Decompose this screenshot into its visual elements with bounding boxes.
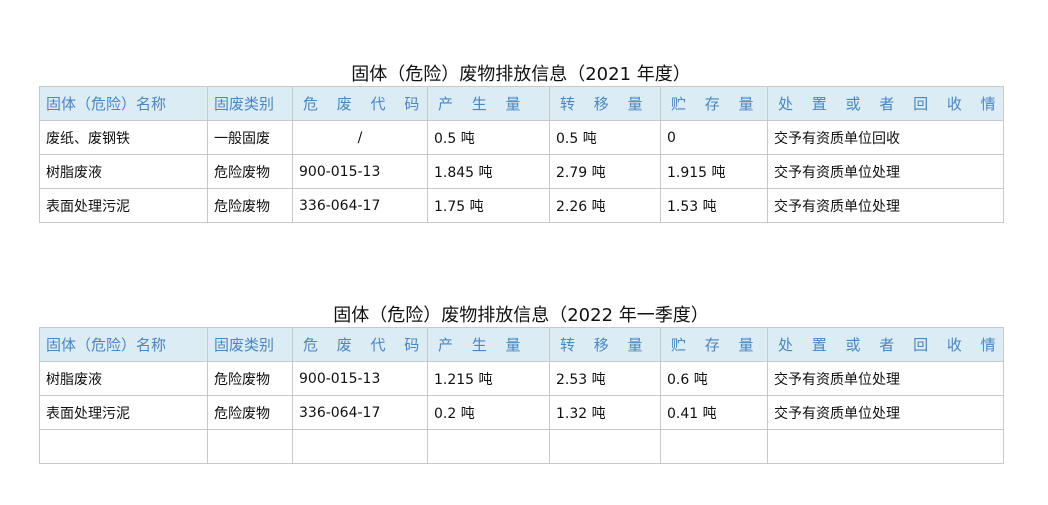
cell-stored: 0.6 吨 bbox=[660, 361, 768, 396]
cell-disposal: 交予有资质单位处理 bbox=[767, 188, 1004, 223]
header-generated: 产 生 量 bbox=[427, 86, 550, 121]
table-row: 树脂废液 危险废物 900-015-13 1.215 吨 2.53 吨 0.6 吨交予有资… bbox=[39, 361, 1004, 396]
cell-generated: 0.5 吨 bbox=[427, 120, 550, 155]
header-stored: 贮 存 量 bbox=[660, 86, 768, 121]
cell-code: 900-015-13 bbox=[292, 361, 428, 396]
cell-transferred: 2.79 吨 bbox=[549, 154, 661, 189]
header-disposal: 处 置 或 者 回 收 情 况 bbox=[767, 86, 1004, 121]
header-generated: 产 生 量 bbox=[427, 327, 550, 362]
table-row: 表面处理污泥 危险废物 336-064-17 1.75 吨 2.26 吨 1.53 吨交予… bbox=[39, 188, 1004, 223]
cell-code bbox=[292, 429, 428, 464]
table-row: 表面处理污泥 危险废物 336-064-17 0.2 吨 1.32 吨 0.41 吨交予有… bbox=[39, 395, 1004, 430]
cell-name: 树脂废液 bbox=[39, 154, 208, 189]
cell-transferred: 0.5 吨 bbox=[549, 120, 661, 155]
cell-disposal: 交予有资质单位处理 bbox=[767, 361, 1004, 396]
cell-transferred: 2.53 吨 bbox=[549, 361, 661, 396]
header-name: 固体（危险）名称 bbox=[39, 327, 208, 362]
waste-table-2022q1: 固体（危险）名称 固废类别危 废 代 码产 生 量转 移 量贮 存 量处 置 或 … bbox=[39, 327, 1004, 464]
cell-transferred bbox=[549, 429, 661, 464]
cell-category: 危险废物 bbox=[207, 361, 293, 396]
table-title-2021: 固体（危险）废物排放信息（2021 年度） bbox=[351, 64, 691, 85]
cell-category: 危险废物 bbox=[207, 154, 293, 189]
header-code: 危 废 代 码 bbox=[292, 327, 428, 362]
waste-table-2021: 固体（危险）名称 固废类别危 废 代 码产 生 量转 移 量贮 存 量处 置 或 … bbox=[39, 86, 1004, 223]
cell-generated: 1.75 吨 bbox=[427, 188, 550, 223]
header-category: 固废类别 bbox=[207, 86, 293, 121]
table-row: 废纸、废钢铁 一般固废/0.5 吨 0.5 吨 0 交予有资质单位回收 bbox=[39, 120, 1004, 155]
cell-generated: 0.2 吨 bbox=[427, 395, 550, 430]
cell-disposal: 交予有资质单位处理 bbox=[767, 154, 1004, 189]
cell-disposal: 交予有资质单位处理 bbox=[767, 395, 1004, 430]
table-row bbox=[39, 429, 1004, 464]
cell-generated: 1.215 吨 bbox=[427, 361, 550, 396]
cell-stored: 0 bbox=[660, 120, 768, 155]
cell-name bbox=[39, 429, 208, 464]
header-code: 危 废 代 码 bbox=[292, 86, 428, 121]
cell-name: 废纸、废钢铁 bbox=[39, 120, 208, 155]
cell-stored: 0.41 吨 bbox=[660, 395, 768, 430]
cell-stored: 1.53 吨 bbox=[660, 188, 768, 223]
cell-category: 危险废物 bbox=[207, 188, 293, 223]
cell-stored: 1.915 吨 bbox=[660, 154, 768, 189]
cell-name: 表面处理污泥 bbox=[39, 188, 208, 223]
header-disposal: 处 置 或 者 回 收 情 况 bbox=[767, 327, 1004, 362]
cell-transferred: 2.26 吨 bbox=[549, 188, 661, 223]
cell-category: 一般固废 bbox=[207, 120, 293, 155]
cell-code: / bbox=[292, 120, 428, 155]
header-transferred: 转 移 量 bbox=[549, 86, 661, 121]
cell-stored bbox=[660, 429, 768, 464]
cell-name: 表面处理污泥 bbox=[39, 395, 208, 430]
table-title-2022q1: 固体（危险）废物排放信息（2022 年一季度） bbox=[333, 305, 709, 326]
cell-code: 336-064-17 bbox=[292, 188, 428, 223]
cell-category bbox=[207, 429, 293, 464]
cell-code: 900-015-13 bbox=[292, 154, 428, 189]
header-row: 固体（危险）名称 固废类别危 废 代 码产 生 量转 移 量贮 存 量处 置 或 … bbox=[39, 86, 1004, 121]
cell-name: 树脂废液 bbox=[39, 361, 208, 396]
header-name: 固体（危险）名称 bbox=[39, 86, 208, 121]
header-category: 固废类别 bbox=[207, 327, 293, 362]
cell-disposal: 交予有资质单位回收 bbox=[767, 120, 1004, 155]
header-transferred: 转 移 量 bbox=[549, 327, 661, 362]
cell-generated bbox=[427, 429, 550, 464]
header-row: 固体（危险）名称 固废类别危 废 代 码产 生 量转 移 量贮 存 量处 置 或 … bbox=[39, 327, 1004, 362]
cell-disposal bbox=[767, 429, 1004, 464]
cell-generated: 1.845 吨 bbox=[427, 154, 550, 189]
header-stored: 贮 存 量 bbox=[660, 327, 768, 362]
cell-code: 336-064-17 bbox=[292, 395, 428, 430]
cell-category: 危险废物 bbox=[207, 395, 293, 430]
table-row: 树脂废液 危险废物 900-015-13 1.845 吨 2.79 吨 1.915 吨交予… bbox=[39, 154, 1004, 189]
cell-transferred: 1.32 吨 bbox=[549, 395, 661, 430]
